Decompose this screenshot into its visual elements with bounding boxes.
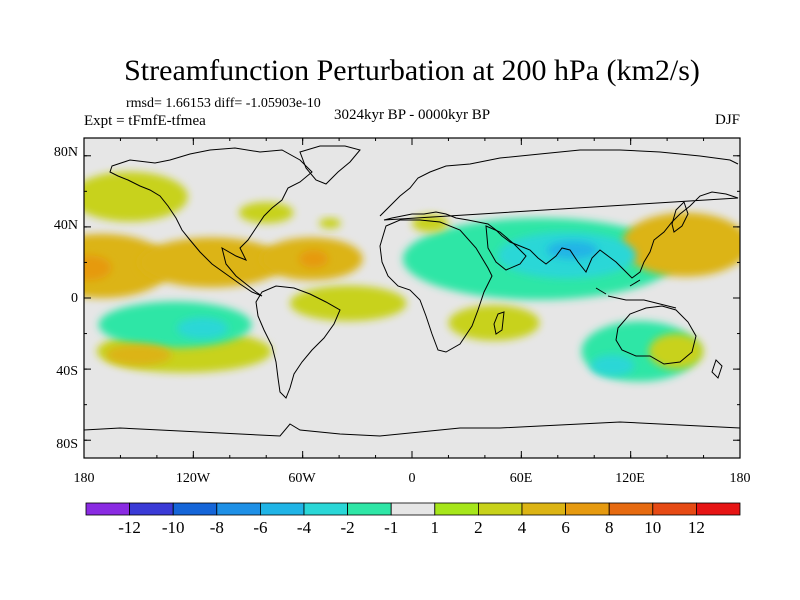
colorbar-labels: -12 -10 -8 -6 -4 -2 -1 1 2 4 6 8 10 12 [118,518,705,537]
coast-madagascar [493,311,505,335]
anomaly-gulf-positive-core [299,250,329,268]
x-tick-label: 120W [176,471,211,486]
coast-south-america [255,285,341,399]
colorbar-swatch [172,502,218,516]
x-tick-label: 60W [288,471,316,486]
anomaly-n-pacific-positive [84,171,188,222]
season-label: DJF [715,112,740,128]
stats-label: rmsd= 1.66153 diff= -1.05903e-10 [126,96,321,111]
x-tick-label: 60E [510,471,533,486]
colorbar-swatch [696,502,741,516]
anomaly-atlantic-tropical-positive [289,285,407,322]
anomaly-n-america-positive [238,202,294,224]
colorbar-swatch [303,502,348,516]
anomaly-field-layer [84,154,740,382]
anomaly-asia-negative-core [546,241,598,259]
y-tick-label: 80S [56,437,78,452]
anomaly-europe-positive [412,214,449,233]
x-tick-label: 0 [409,471,416,486]
coast-new-zealand [711,359,723,379]
anomaly-arctic-eurasia-negative [384,154,677,204]
anomaly-east-pacific-positive [138,237,285,288]
colorbar-label: 10 [644,518,661,537]
anomaly-n-atlantic-positive [319,218,341,229]
coast-japan [671,201,689,233]
colorbar-swatch [521,502,566,516]
colorbar-label: 1 [431,518,440,537]
colorbar-swatch [390,502,436,516]
experiment-label: Expt = tFmfE-tfmea [84,113,206,129]
colorbar-swatch [129,502,174,516]
y-tick-label: 0 [71,291,78,306]
colorbar-swatch [85,502,130,516]
coast-australia [615,305,697,365]
x-tick-label: 120E [615,471,645,486]
colorbar-label: 8 [605,518,614,537]
chart-title: Streamfunction Perturbation at 200 hPa (… [124,54,700,87]
anomaly-s-pacific-positive-core [105,344,172,366]
coast-north-america [109,147,313,297]
colorbar-label: -2 [341,518,355,537]
colorbar-label: -1 [384,518,398,537]
anomaly-subtropical-pacific-positive-core [84,255,112,281]
colorbar-label: -12 [118,518,141,537]
x-tick-label: 180 [74,471,95,486]
colorbar-label: -8 [210,518,224,537]
colorbar-swatch [259,502,305,516]
coast-arabia [485,225,527,271]
anomaly-australia-east-positive [648,333,704,370]
colorbar-swatch [477,502,523,516]
coastline-layer [84,145,740,437]
colorbar-swatch [216,502,261,516]
colorbar-label: 2 [474,518,483,537]
anomaly-s-pacific-negative-core [176,317,228,339]
coast-africa [379,219,493,353]
coast-indonesia [595,279,677,309]
y-tick-label: 40N [54,218,78,233]
colorbar-label: 6 [561,518,570,537]
colorbar-label: -4 [297,518,312,537]
colorbar-swatch [565,502,610,516]
colorbar-swatch [347,502,392,516]
anomaly-australia-negative-core [590,354,635,377]
colorbar [85,502,741,516]
coast-greenland [299,145,361,185]
colorbar-label: 4 [518,518,527,537]
colorbar-swatch [608,502,654,516]
anomaly-nw-pacific-positive [621,212,740,277]
coast-eurasia [379,149,739,279]
coast-antarctica [84,421,740,437]
colorbar-label: 12 [688,518,705,537]
y-tick-label: 80N [54,145,78,160]
colorbar-swatch [652,502,697,516]
period-label: 3024kyr BP - 0000kyr BP [334,107,490,123]
colorbar-label: -10 [162,518,185,537]
colorbar-label: -6 [253,518,267,537]
y-tick-label: 40S [56,364,78,379]
colorbar-swatch [434,502,479,516]
x-tick-label: 180 [730,471,751,486]
anomaly-s-pacific-negative [98,301,252,348]
axis-ticks [83,138,741,458]
